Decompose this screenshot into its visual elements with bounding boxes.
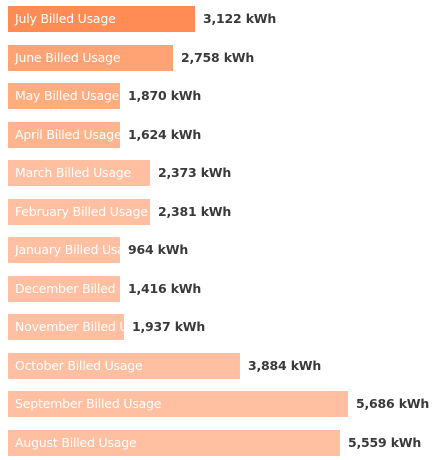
- bar: April Billed Usage: [8, 122, 122, 148]
- bar-value-label: 3,884 kWh: [248, 358, 322, 373]
- bar: June Billed Usage: [8, 45, 173, 71]
- bar-category-label: June Billed Usage: [15, 50, 121, 65]
- bar: September Billed Usage: [8, 391, 348, 417]
- bar-value-label: 5,559 kWh: [348, 435, 422, 450]
- bar: March Billed Usage: [8, 160, 150, 186]
- bar-category-label: February Billed Usage: [15, 204, 148, 219]
- bar-value-label: 1,416 kWh: [128, 281, 202, 296]
- bar-value-label: 2,381 kWh: [158, 204, 232, 219]
- bar-value-label: 3,122 kWh: [203, 11, 277, 26]
- bar-value-label: 5,686 kWh: [356, 396, 430, 411]
- bar-category-label: November Billed Usage: [15, 319, 158, 334]
- bar: October Billed Usage: [8, 353, 240, 379]
- bar: January Billed Usage: [8, 237, 140, 263]
- bar: August Billed Usage: [8, 430, 340, 456]
- bar-category-label: January Billed Usage: [15, 242, 140, 257]
- bar: November Billed Usage: [8, 314, 158, 340]
- bar: December Billed Usage: [8, 276, 157, 302]
- bar-value-label: 1,937 kWh: [132, 319, 206, 334]
- bar-category-label: March Billed Usage: [15, 165, 132, 180]
- bar-category-label: July Billed Usage: [15, 11, 116, 26]
- bar-value-label: 1,870 kWh: [128, 88, 202, 103]
- bar: July Billed Usage: [8, 6, 195, 32]
- bar-category-label: October Billed Usage: [15, 358, 143, 373]
- bar-category-label: August Billed Usage: [15, 435, 137, 450]
- bar-category-label: May Billed Usage: [15, 88, 120, 103]
- bar: May Billed Usage: [8, 83, 120, 109]
- bar-value-label: 1,624 kWh: [128, 127, 202, 142]
- bar-value-label: 964 kWh: [128, 242, 189, 257]
- bar-category-label: April Billed Usage: [15, 127, 122, 142]
- bar-category-label: December Billed Usage: [15, 281, 158, 296]
- bar: February Billed Usage: [8, 199, 150, 225]
- bar-value-label: 2,758 kWh: [181, 50, 255, 65]
- bar-category-label: September Billed Usage: [15, 396, 162, 411]
- bar-value-label: 2,373 kWh: [158, 165, 232, 180]
